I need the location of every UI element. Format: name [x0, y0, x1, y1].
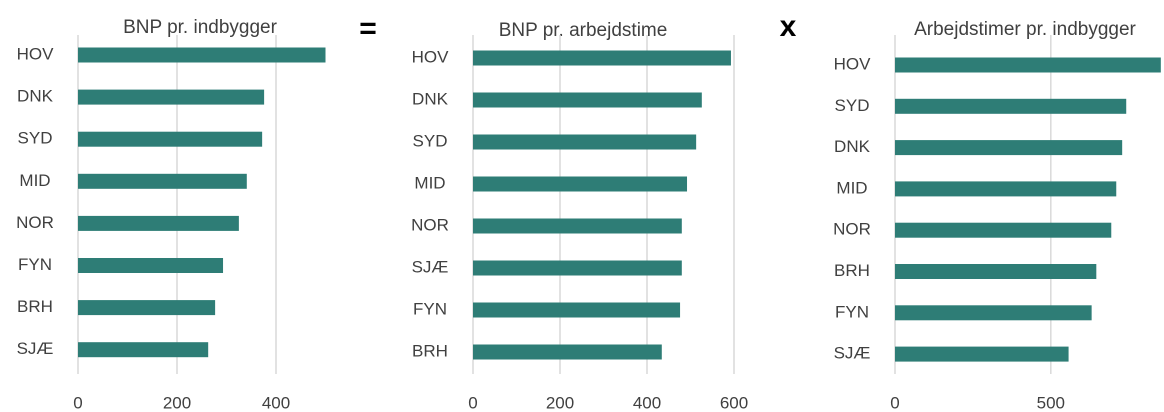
category-label: NOR	[411, 215, 449, 234]
bar	[78, 47, 326, 63]
x-tick-label: 200	[163, 393, 191, 412]
category-label: FYN	[835, 302, 869, 321]
x-tick-label: 500	[1037, 393, 1065, 412]
category-label: DNK	[412, 89, 449, 108]
bar	[473, 260, 682, 276]
bar	[895, 181, 1117, 197]
x-tick-label: 0	[890, 393, 899, 412]
category-label: SYD	[18, 129, 53, 148]
bar	[473, 302, 681, 318]
bar	[473, 134, 697, 150]
bar	[78, 215, 239, 231]
category-label: NOR	[833, 220, 871, 239]
category-label: MID	[836, 178, 867, 197]
bar	[895, 57, 1161, 73]
equals-sign: =	[359, 12, 377, 45]
bar	[473, 218, 682, 234]
bar	[78, 89, 265, 105]
category-label: HOV	[834, 54, 872, 73]
times-sign: x	[780, 10, 797, 43]
x-tick-label: 0	[73, 393, 82, 412]
category-label: BRH	[17, 297, 53, 316]
category-label: HOV	[412, 47, 450, 66]
bar	[895, 346, 1069, 362]
chart-title: BNP pr. indbygger	[123, 17, 278, 38]
category-label: BRH	[412, 341, 448, 360]
bar	[895, 222, 1112, 238]
category-label: SYD	[413, 131, 448, 150]
category-label: DNK	[17, 87, 54, 106]
category-label: FYN	[18, 255, 52, 274]
category-label: HOV	[17, 44, 55, 63]
bar	[895, 264, 1097, 279]
chart-title: Arbejdstimer pr. indbygger	[914, 19, 1136, 40]
category-label: NOR	[16, 213, 54, 232]
category-label: FYN	[413, 299, 447, 318]
category-label: BRH	[834, 261, 870, 280]
category-label: SYD	[835, 96, 870, 115]
category-label: SJÆ	[17, 339, 54, 358]
bar	[78, 258, 224, 273]
category-label: MID	[19, 171, 50, 190]
bar	[78, 342, 209, 358]
category-label: MID	[414, 173, 445, 192]
x-tick-label: 400	[633, 393, 661, 412]
bar	[895, 98, 1127, 114]
x-tick-label: 400	[262, 393, 290, 412]
bar	[895, 305, 1092, 321]
category-label: SJÆ	[412, 257, 449, 276]
bar	[473, 344, 662, 360]
chart-title: BNP pr. arbejdstime	[499, 20, 668, 41]
x-tick-label: 0	[468, 393, 477, 412]
category-label: DNK	[834, 137, 871, 156]
bar	[78, 173, 247, 189]
x-tick-label: 200	[546, 393, 574, 412]
bar	[78, 300, 216, 316]
bar	[473, 92, 702, 108]
bar	[78, 131, 263, 147]
category-label: SJÆ	[834, 344, 871, 363]
x-tick-label: 600	[720, 393, 748, 412]
bar	[473, 50, 731, 66]
bar	[895, 140, 1123, 156]
bar	[473, 176, 688, 192]
